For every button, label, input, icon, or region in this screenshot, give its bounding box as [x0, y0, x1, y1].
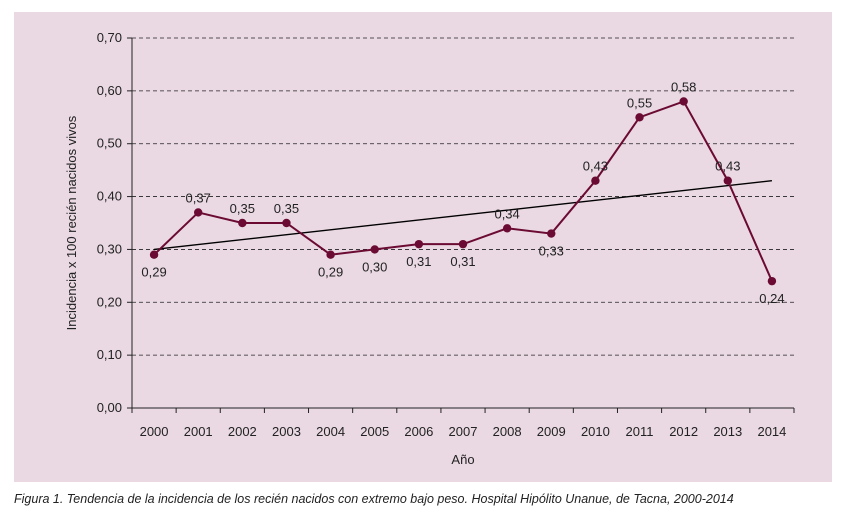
y-tick-label: 0,00 [97, 400, 122, 415]
data-point [414, 239, 424, 249]
data-label: 0,29 [141, 265, 166, 280]
x-tick-label: 2005 [360, 424, 389, 439]
data-label: 0,43 [715, 159, 740, 174]
line-chart: 0,000,100,200,300,400,500,600,70 2000 200… [64, 30, 795, 467]
data-label: 0,35 [230, 201, 255, 216]
data-point [370, 245, 379, 254]
x-axis-title: Año [451, 452, 474, 467]
trendline [153, 180, 773, 251]
x-tick-label: 2007 [449, 424, 478, 439]
y-axis-title: Incidencia x 100 recién nacidos vivos [64, 115, 79, 330]
data-point [679, 97, 688, 106]
data-point [282, 218, 291, 228]
y-tick-labels: 0,00 0,10 0,20 0,30 0,40 0,50 0,60 0,70 [97, 30, 122, 415]
x-tick-label: 2002 [228, 424, 257, 439]
y-tick-label: 0,20 [97, 294, 122, 309]
x-tick-label: 2001 [184, 424, 213, 439]
data-label: 0,43 [583, 159, 608, 174]
y-tick-label: 0,50 [97, 136, 122, 151]
x-tick-label: 2014 [757, 424, 786, 439]
series-layer [149, 97, 777, 286]
data-label: 0,33 [539, 244, 564, 259]
data-point [149, 250, 159, 259]
y-tick-label: 0,10 [97, 347, 122, 362]
data-point [591, 176, 600, 185]
x-tick-label: 2009 [537, 424, 566, 439]
x-tick-label: 2010 [581, 424, 610, 439]
x-tick-label: 2013 [713, 424, 742, 439]
chart-panel: 0,00 0,10 0,20 0,30 0,40 0,50 0,60 0,70 2000 200… [14, 12, 832, 482]
data-point [326, 250, 335, 259]
data-label: 0,35 [274, 201, 299, 216]
data-point [194, 208, 203, 217]
data-label: 0,31 [450, 254, 475, 269]
data-label: 0,34 [494, 206, 519, 221]
x-tick-label: 2012 [669, 424, 698, 439]
data-label: 0,55 [627, 95, 652, 110]
data-label: 0,24 [759, 291, 784, 306]
trendline-layer [153, 180, 773, 251]
x-tick-label: 2004 [316, 424, 345, 439]
figure-caption: Figura 1. Tendencia de la incidencia de … [14, 492, 734, 506]
axes [127, 37, 795, 413]
x-tick-label: 2006 [404, 424, 433, 439]
x-tick-label: 2008 [493, 424, 522, 439]
y-tick-label: 0,70 [97, 30, 122, 45]
data-point [635, 113, 644, 122]
x-tick-label: 2003 [272, 424, 301, 439]
x-tick-label: 2011 [626, 424, 654, 439]
data-label: 0,37 [186, 190, 211, 205]
y-tick-label: 0,30 [97, 241, 122, 256]
x-tick-labels: 2000 2001 2002 2003 2004 2005 2006 2007 2008 2009… [140, 424, 787, 439]
data-point [547, 229, 556, 238]
data-label: 0,29 [318, 265, 343, 280]
data-point [238, 218, 247, 228]
y-tick-label: 0,40 [97, 189, 122, 204]
data-point [458, 239, 468, 249]
data-label: 0,31 [406, 254, 431, 269]
data-label: 0,30 [362, 259, 387, 274]
data-labels: 0,29 0,37 0,35 0,35 0,29 0,30 0,31 0,31 0,34 0,33… [141, 79, 784, 306]
data-point [767, 276, 777, 286]
data-point [502, 224, 512, 233]
y-tick-label: 0,60 [97, 83, 122, 98]
data-point [723, 176, 732, 185]
x-tick-label: 2000 [140, 424, 169, 439]
gridlines [132, 37, 794, 356]
data-label: 0,58 [671, 79, 696, 94]
